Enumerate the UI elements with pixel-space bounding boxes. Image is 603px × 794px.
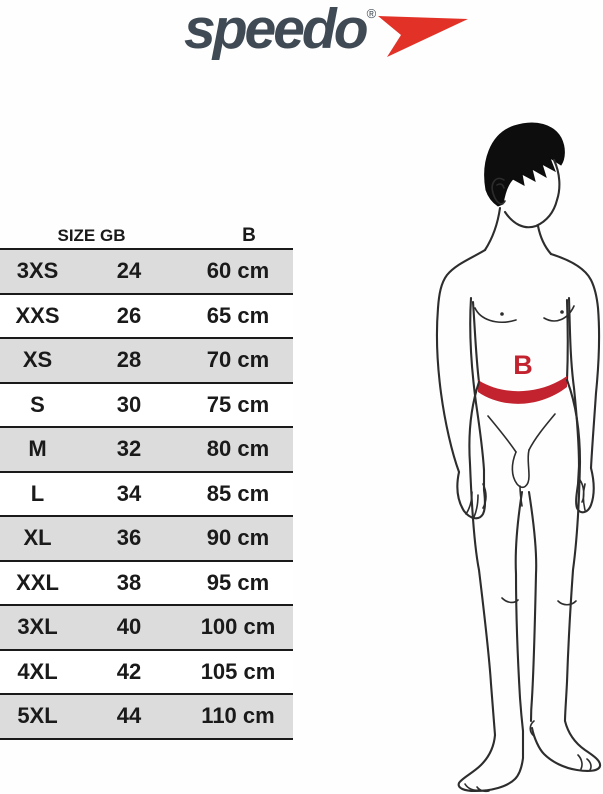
b-cell: 70 cm	[206, 347, 270, 373]
table-row: XS 28 70 cm	[0, 339, 293, 384]
size-cell: L	[30, 480, 45, 506]
gb-cell: 26	[116, 302, 142, 328]
table-row: L 34 85 cm	[0, 472, 293, 517]
waist-band	[478, 376, 567, 404]
gb-cell: 40	[116, 614, 142, 640]
b-cell: 65 cm	[206, 302, 270, 328]
gb-cell: 34	[116, 480, 142, 506]
table-row: 3XS 24 60 cm	[0, 250, 293, 295]
size-cell: M	[28, 436, 47, 462]
b-cell: 85 cm	[206, 480, 270, 506]
size-cell: XXS	[15, 302, 60, 328]
gb-cell: 30	[116, 391, 142, 417]
b-cell: 80 cm	[206, 436, 270, 462]
waist-label-b: B	[513, 350, 533, 380]
size-table: SIZE GB B 3XS 24 60 cm XXS 26 65 cm XS 28 70 c…	[0, 224, 293, 740]
gb-cell: 32	[116, 436, 142, 462]
b-cell: 100 cm	[200, 614, 276, 640]
table-header: SIZE GB B	[0, 224, 293, 250]
gb-cell: 36	[116, 525, 142, 551]
right-hand	[575, 464, 595, 514]
size-cell: XL	[23, 525, 52, 551]
hair-shape	[484, 122, 565, 207]
gb-cell: 44	[116, 703, 142, 729]
body-figure: B	[428, 118, 603, 794]
table-row: S 30 75 cm	[0, 383, 293, 428]
b-cell: 110 cm	[201, 703, 275, 729]
size-cell: 3XS	[16, 258, 59, 284]
table-row: 3XL 40 100 cm	[0, 606, 293, 651]
table-row: 5XL 44 110 cm	[0, 695, 293, 740]
size-cell: XXL	[16, 569, 59, 595]
ear-line	[491, 177, 506, 205]
size-cell: 3XL	[17, 614, 58, 640]
size-cell: XS	[22, 347, 53, 373]
b-cell: 90 cm	[206, 525, 270, 551]
size-cell: S	[30, 391, 45, 417]
table-row: XXS 26 65 cm	[0, 294, 293, 339]
table-row: 4XL 42 105 cm	[0, 650, 293, 695]
size-cell: 4XL	[17, 658, 58, 684]
speedo-wordmark: speedo	[184, 0, 369, 61]
brand-logo: speedo ®	[184, 0, 470, 61]
back-foot	[530, 719, 602, 772]
table-row: XL 36 90 cm	[0, 517, 293, 562]
left-hand	[456, 468, 487, 520]
registered-mark: ®	[366, 6, 377, 21]
front-foot	[457, 729, 525, 793]
table-row: M 32 80 cm	[0, 428, 293, 473]
header-b: B	[242, 225, 256, 246]
b-cell: 95 cm	[206, 569, 270, 595]
speedo-arrow-icon	[378, 16, 469, 57]
b-cell: 75 cm	[206, 391, 270, 417]
b-cell: 60 cm	[206, 258, 270, 284]
b-cell: 105 cm	[200, 658, 276, 684]
gb-cell: 28	[116, 347, 142, 373]
gb-cell: 38	[116, 569, 142, 595]
size-cell: 5XL	[17, 703, 58, 729]
header-size-gb: SIZE GB	[57, 226, 126, 245]
gb-cell: 42	[116, 658, 142, 684]
table-row: XXL 38 95 cm	[0, 561, 293, 606]
gb-cell: 24	[116, 258, 142, 284]
